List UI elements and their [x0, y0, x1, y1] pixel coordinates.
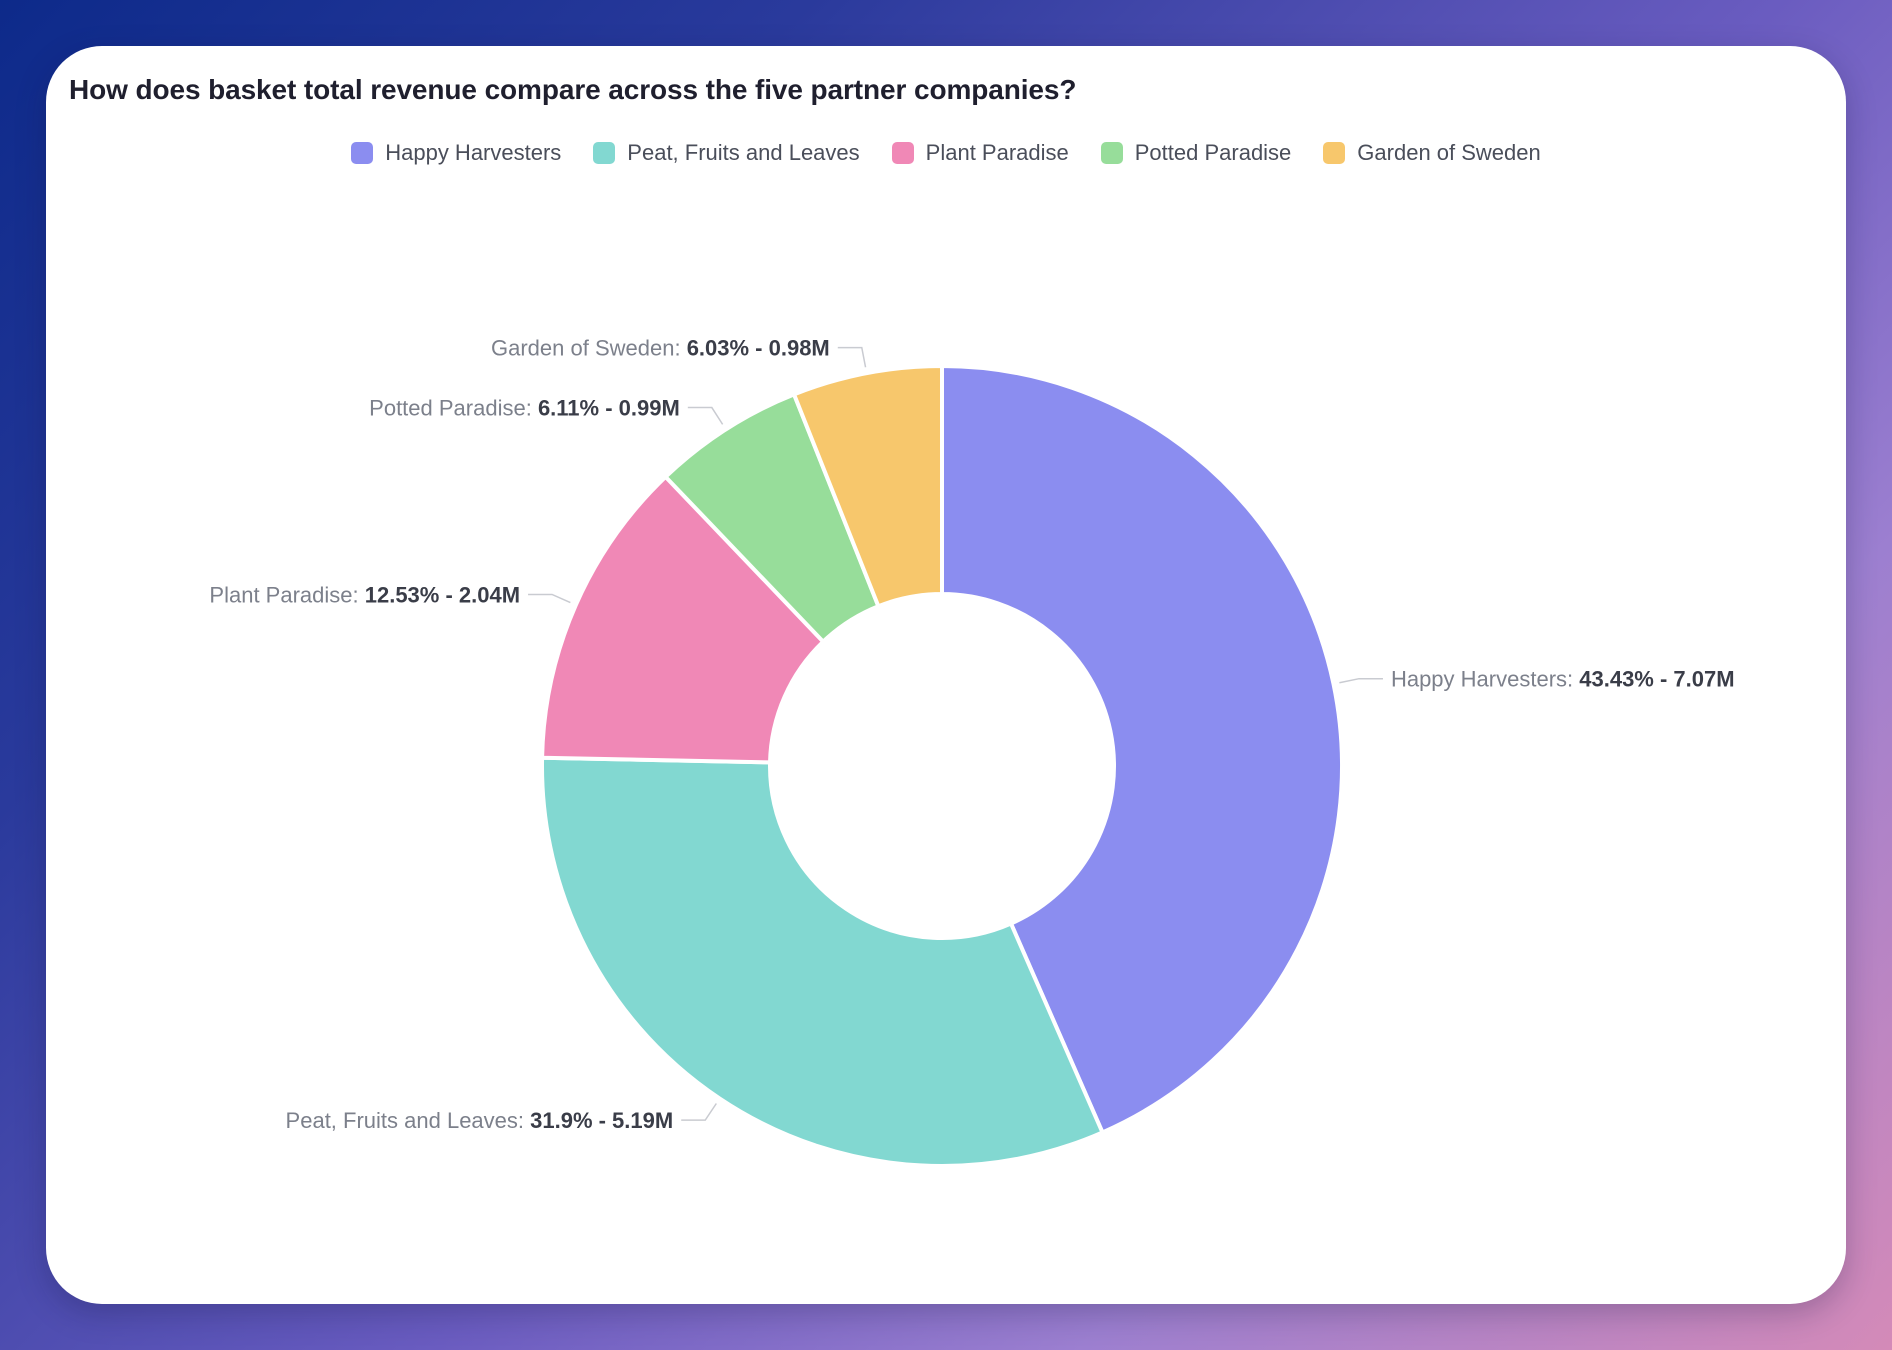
leader-line-garden-of-sweden [837, 346, 867, 368]
legend-swatch [891, 142, 914, 164]
donut-chart: Happy Harvesters: 43.43% - 7.07M Peat, Fr… [209, 336, 1735, 1168]
slice-garden-of-sweden[interactable] [792, 364, 944, 609]
data-label-plant-paradise: Plant Paradise: 12.53% - 2.04M [209, 582, 520, 607]
legend-label: Happy Harvesters [385, 140, 562, 165]
slice-happy-harvesters[interactable] [940, 364, 1344, 1135]
legend-item-happy-harvesters[interactable]: Happy Harvesters [351, 140, 561, 166]
legend-label: Potted Paradise [1134, 140, 1292, 165]
slice-plant-paradise[interactable] [540, 474, 826, 765]
legend-swatch [593, 142, 616, 164]
legend-swatch [1100, 142, 1123, 164]
data-label-happy-harvesters: Happy Harvesters: 43.43% - 7.07M [1391, 667, 1735, 692]
leader-line-peat-fruits-and-leaves [681, 1103, 717, 1121]
leader-line-plant-paradise [528, 593, 571, 604]
legend-item-garden-of-sweden[interactable]: Garden of Sweden [1323, 140, 1541, 166]
leader-line-happy-harvesters [1339, 677, 1383, 684]
chart-legend: Happy Harvesters Peat, Fruits and Leaves P… [46, 140, 1846, 166]
chart-card: How does basket total revenue compare ac… [46, 46, 1846, 1304]
legend-label: Garden of Sweden [1357, 140, 1541, 165]
data-label-potted-paradise: Potted Paradise: 6.11% - 0.99M [369, 396, 680, 421]
chart-title: How does basket total revenue compare ac… [69, 74, 1077, 105]
legend-swatch [351, 142, 374, 164]
legend-label: Peat, Fruits and Leaves [627, 140, 860, 165]
data-label-peat-fruits-and-leaves: Peat, Fruits and Leaves: 31.9% - 5.19M [286, 1108, 674, 1133]
slice-peat-fruits-and-leaves[interactable] [540, 755, 1105, 1168]
legend-item-peat-fruits-and-leaves[interactable]: Peat, Fruits and Leaves [593, 140, 860, 166]
data-label-garden-of-sweden: Garden of Sweden: 6.03% - 0.98M [491, 336, 830, 361]
legend-swatch [1323, 142, 1346, 164]
legend-item-plant-paradise[interactable]: Plant Paradise [891, 140, 1069, 166]
legend-label: Plant Paradise [925, 140, 1069, 165]
leader-line-potted-paradise [687, 406, 724, 425]
legend-item-potted-paradise[interactable]: Potted Paradise [1100, 140, 1292, 166]
